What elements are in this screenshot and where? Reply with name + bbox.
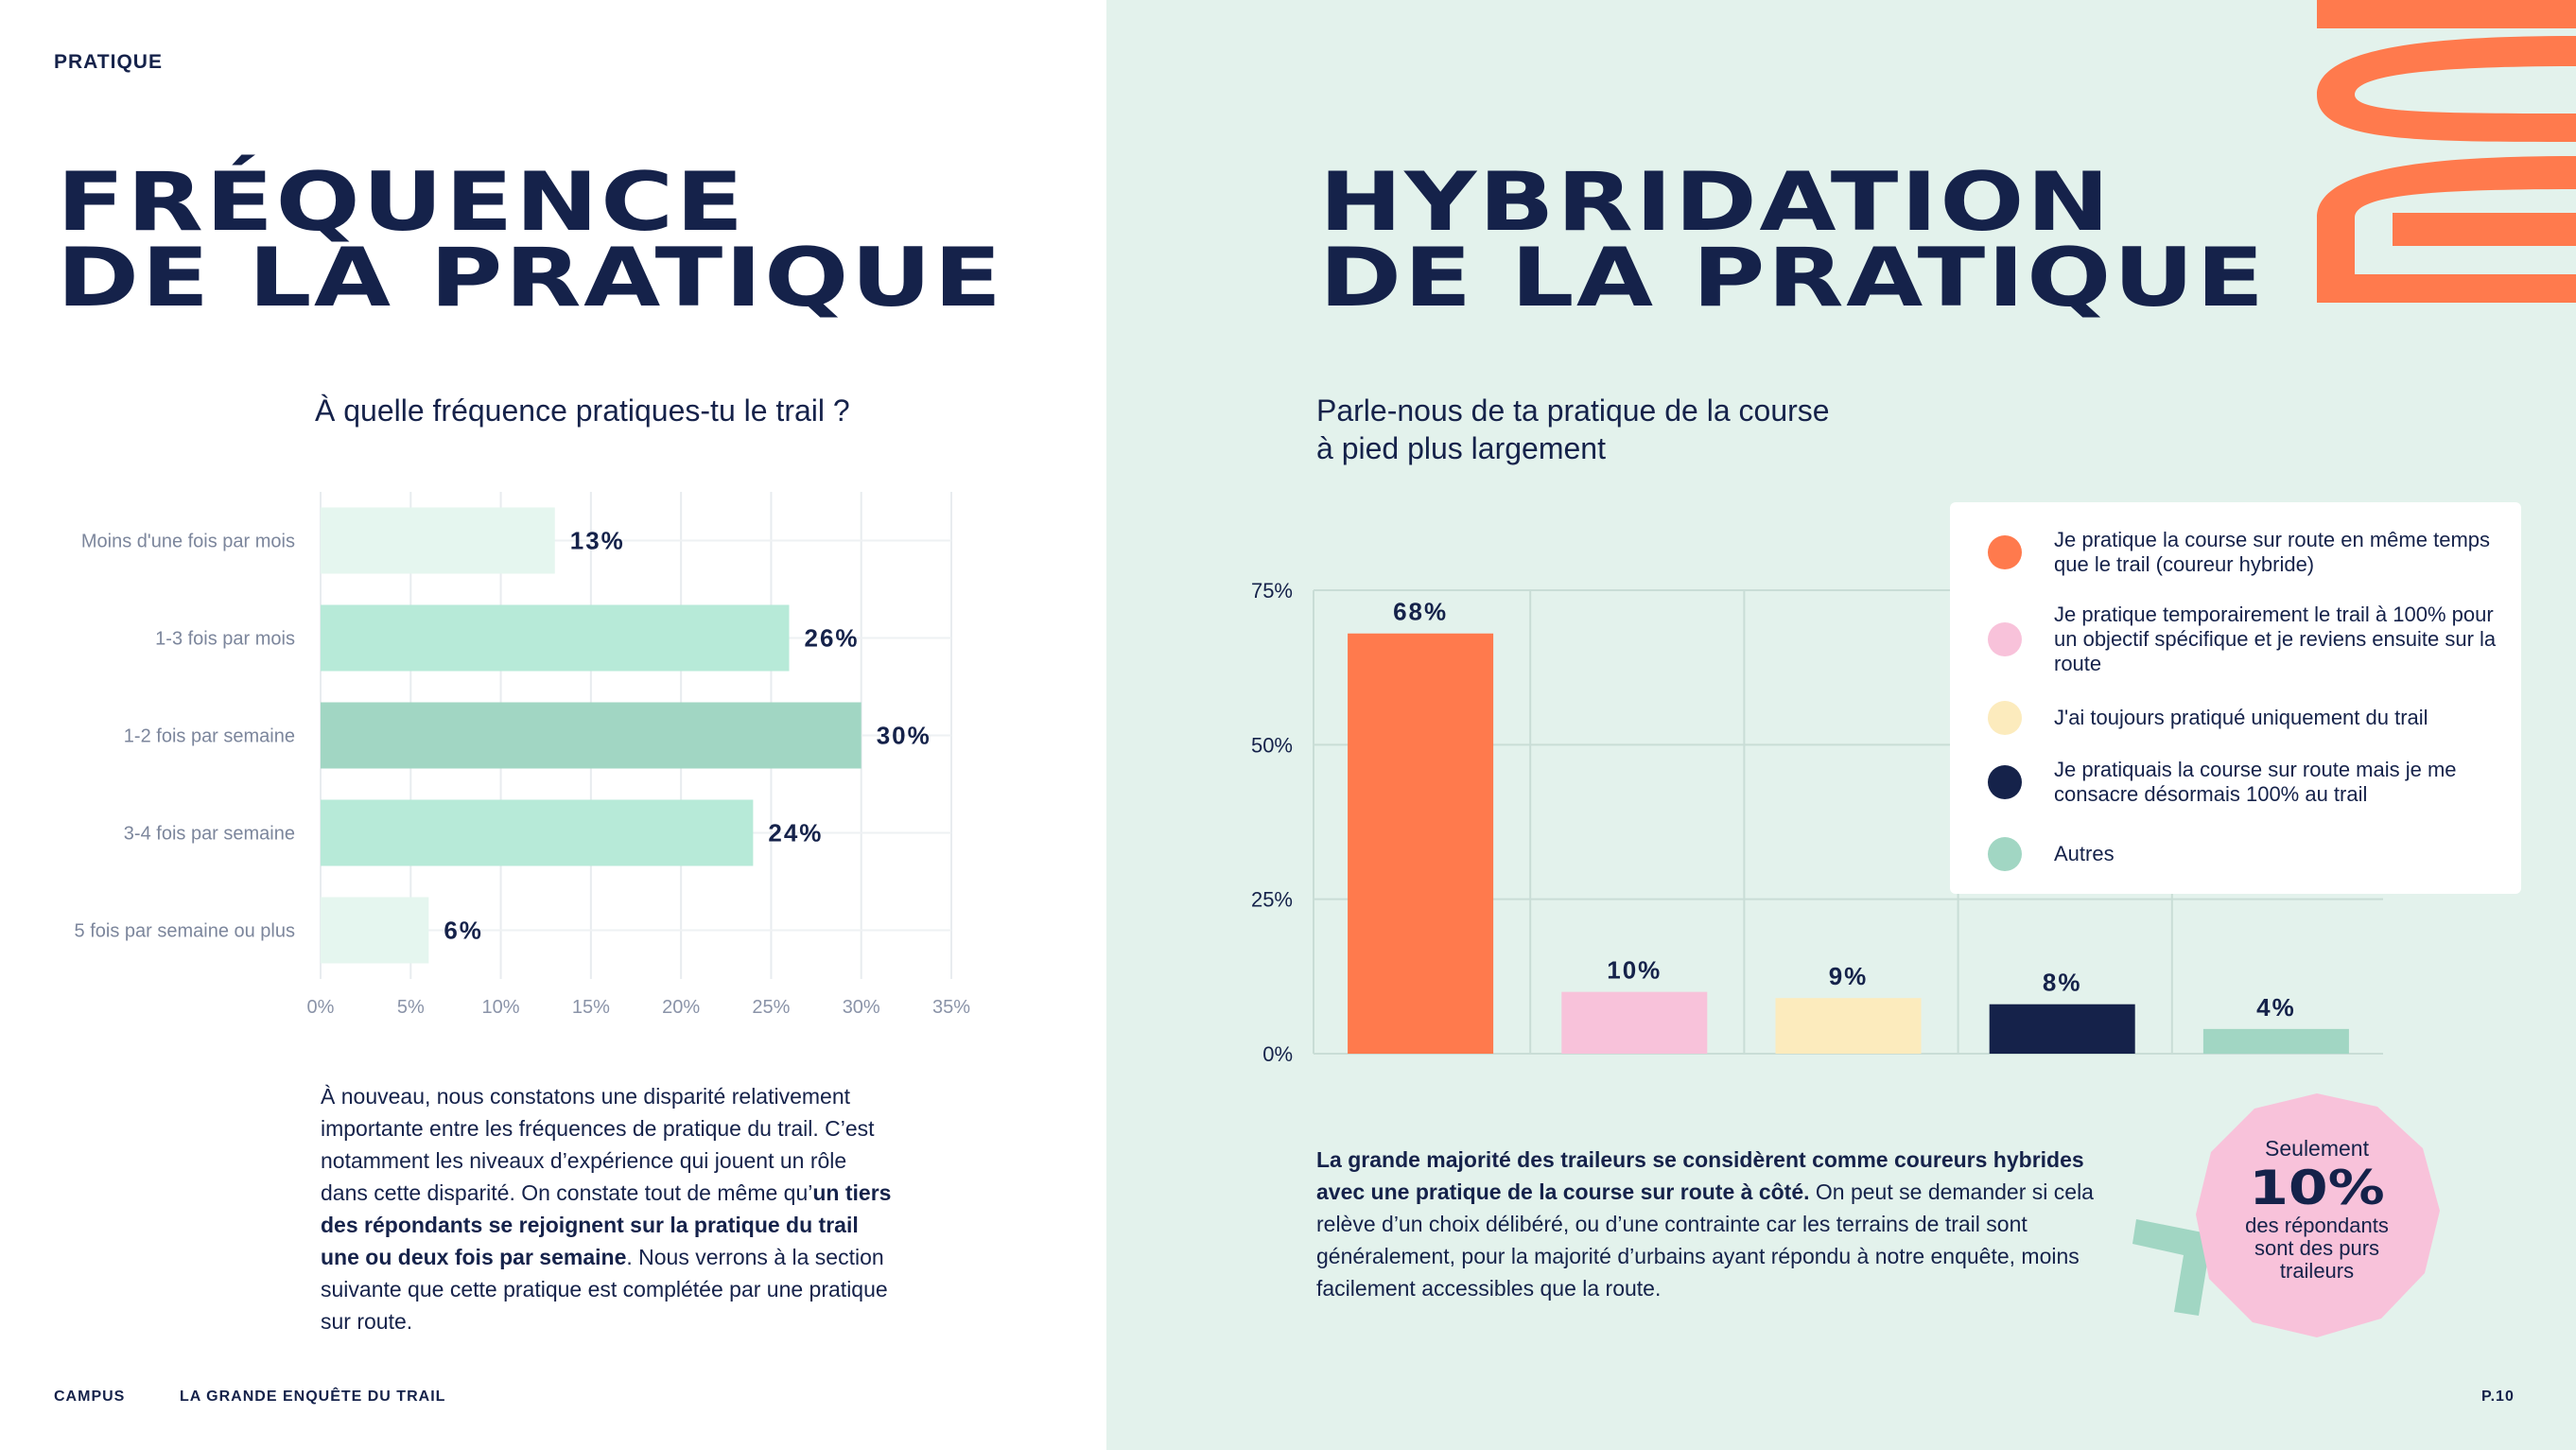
left-question: À quelle fréquence pratiques-tu le trail… xyxy=(315,393,850,428)
decorative-wave-graphic xyxy=(2317,0,2576,303)
x-tick-label: 35% xyxy=(932,997,970,1018)
x-tick-label: 25% xyxy=(752,997,790,1018)
badge-top-text: Seulement xyxy=(2265,1136,2369,1161)
right-title-line1: HYBRIDATION xyxy=(1319,155,2113,250)
data-label: 24% xyxy=(768,819,823,847)
footer-publication: LA GRANDE ENQUÊTE DU TRAIL xyxy=(180,1389,446,1405)
bar xyxy=(1989,1004,2135,1054)
hybridation-chart: 0% 25% 50% 75% 68% 10% 9% 8% 4% xyxy=(1251,579,2383,1066)
bar xyxy=(321,897,429,964)
legend-swatch xyxy=(1988,622,2022,656)
decorative-chevron-graphic xyxy=(2132,1219,2212,1316)
data-label: 4% xyxy=(2256,993,2296,1022)
bar xyxy=(321,507,555,574)
x-tick-label: 10% xyxy=(482,997,520,1018)
legend-label: J'ai toujours pratiqué uniquement du tra… xyxy=(2054,706,2428,729)
right-body-rest: On peut se demander si cela relève d’un … xyxy=(1316,1179,2094,1301)
data-label: 10% xyxy=(1607,956,1662,985)
x-tick-label: 15% xyxy=(572,997,610,1018)
y-tick-label: 0% xyxy=(1262,1042,1293,1066)
stat-badge: Seulement 10% des répondants sont des pu… xyxy=(2192,1135,2442,1283)
bar xyxy=(321,604,790,672)
data-label: 26% xyxy=(804,624,859,653)
legend-label: Je pratique temporairement le trail à 10… xyxy=(2054,603,2497,675)
x-tick-label: 5% xyxy=(397,997,425,1018)
bar xyxy=(321,702,862,769)
bar xyxy=(321,799,754,866)
footer-page-number: P.10 xyxy=(2481,1389,2515,1405)
data-label: 30% xyxy=(877,722,931,750)
bar xyxy=(2202,1028,2349,1054)
left-body-part2: . Nous verrons à la section suivante que… xyxy=(321,1245,888,1334)
left-body-text: À nouveau, nous constatons une disparité… xyxy=(321,1080,897,1337)
data-label: 9% xyxy=(1829,962,1869,990)
category-label: 5 fois par semaine ou plus xyxy=(75,921,295,942)
legend-swatch xyxy=(1988,535,2022,569)
bar xyxy=(1348,633,1494,1054)
right-question-line2: à pied plus largement xyxy=(1316,431,1606,465)
section-label: PRATIQUE xyxy=(54,51,163,73)
data-label: 6% xyxy=(444,917,483,945)
legend-swatch xyxy=(1988,837,2022,871)
right-question: Parle-nous de ta pratique de la course à… xyxy=(1316,392,1830,467)
left-title-line1: FRÉQUENCE xyxy=(57,155,746,250)
right-body-bold: La grande majorité des traileurs se cons… xyxy=(1316,1147,2084,1204)
bar xyxy=(1561,991,1708,1054)
x-tick-label: 30% xyxy=(843,997,880,1018)
legend-item: Je pratique temporairement le trail à 10… xyxy=(1988,603,2498,676)
left-title: FRÉQUENCE DE LA PRATIQUE xyxy=(57,155,1004,325)
x-tick-label: 20% xyxy=(662,997,700,1018)
left-body-part1: À nouveau, nous constatons une disparité… xyxy=(321,1084,875,1205)
badge-value: 10% xyxy=(2249,1161,2385,1215)
right-title: HYBRIDATION DE LA PRATIQUE xyxy=(1319,155,2267,325)
category-label: Moins d'une fois par mois xyxy=(81,532,295,552)
badge-shape xyxy=(2196,1093,2440,1337)
left-title-line2: DE LA PRATIQUE xyxy=(57,231,1004,325)
category-label: 1-3 fois par mois xyxy=(155,629,295,650)
badge-bottom-text: des répondants sont des purs traileurs xyxy=(2245,1214,2389,1283)
legend-item: Je pratiquais la course sur route mais j… xyxy=(1988,758,2498,807)
right-title-line2: DE LA PRATIQUE xyxy=(1319,231,2267,325)
data-label: 8% xyxy=(2043,969,2082,997)
legend-label: Je pratiquais la course sur route mais j… xyxy=(2054,758,2457,806)
y-tick-label: 75% xyxy=(1251,579,1293,603)
legend-swatch xyxy=(1988,765,2022,799)
right-question-line1: Parle-nous de ta pratique de la course xyxy=(1316,393,1830,428)
legend-swatch xyxy=(1988,701,2022,735)
y-tick-label: 50% xyxy=(1251,733,1293,757)
x-tick-label: 0% xyxy=(307,997,335,1018)
left-body-bold: un tiers des répondants se rejoignent su… xyxy=(321,1180,892,1269)
y-tick-label: 25% xyxy=(1251,888,1293,912)
legend-item: Je pratique la course sur route en même … xyxy=(1988,528,2498,577)
footer-brand: CAMPUS xyxy=(54,1389,126,1405)
category-label: 3-4 fois par semaine xyxy=(124,824,295,845)
category-label: 1-2 fois par semaine xyxy=(124,726,295,747)
data-label: 68% xyxy=(1393,598,1448,626)
right-body-text: La grande majorité des traileurs se cons… xyxy=(1316,1144,2101,1304)
legend-label: Je pratique la course sur route en même … xyxy=(2054,528,2491,576)
data-label: 13% xyxy=(570,527,625,555)
bar xyxy=(1775,998,1922,1054)
legend-item: J'ai toujours pratiqué uniquement du tra… xyxy=(1988,701,2498,735)
legend-item: Autres xyxy=(1988,837,2498,871)
legend-label: Autres xyxy=(2054,842,2115,865)
chart-legend: Je pratique la course sur route en même … xyxy=(1950,502,2521,894)
frequency-chart: 0% 5% 10% 15% 20% 25% 30% 35% Moins d'une fois p… xyxy=(75,492,970,1018)
